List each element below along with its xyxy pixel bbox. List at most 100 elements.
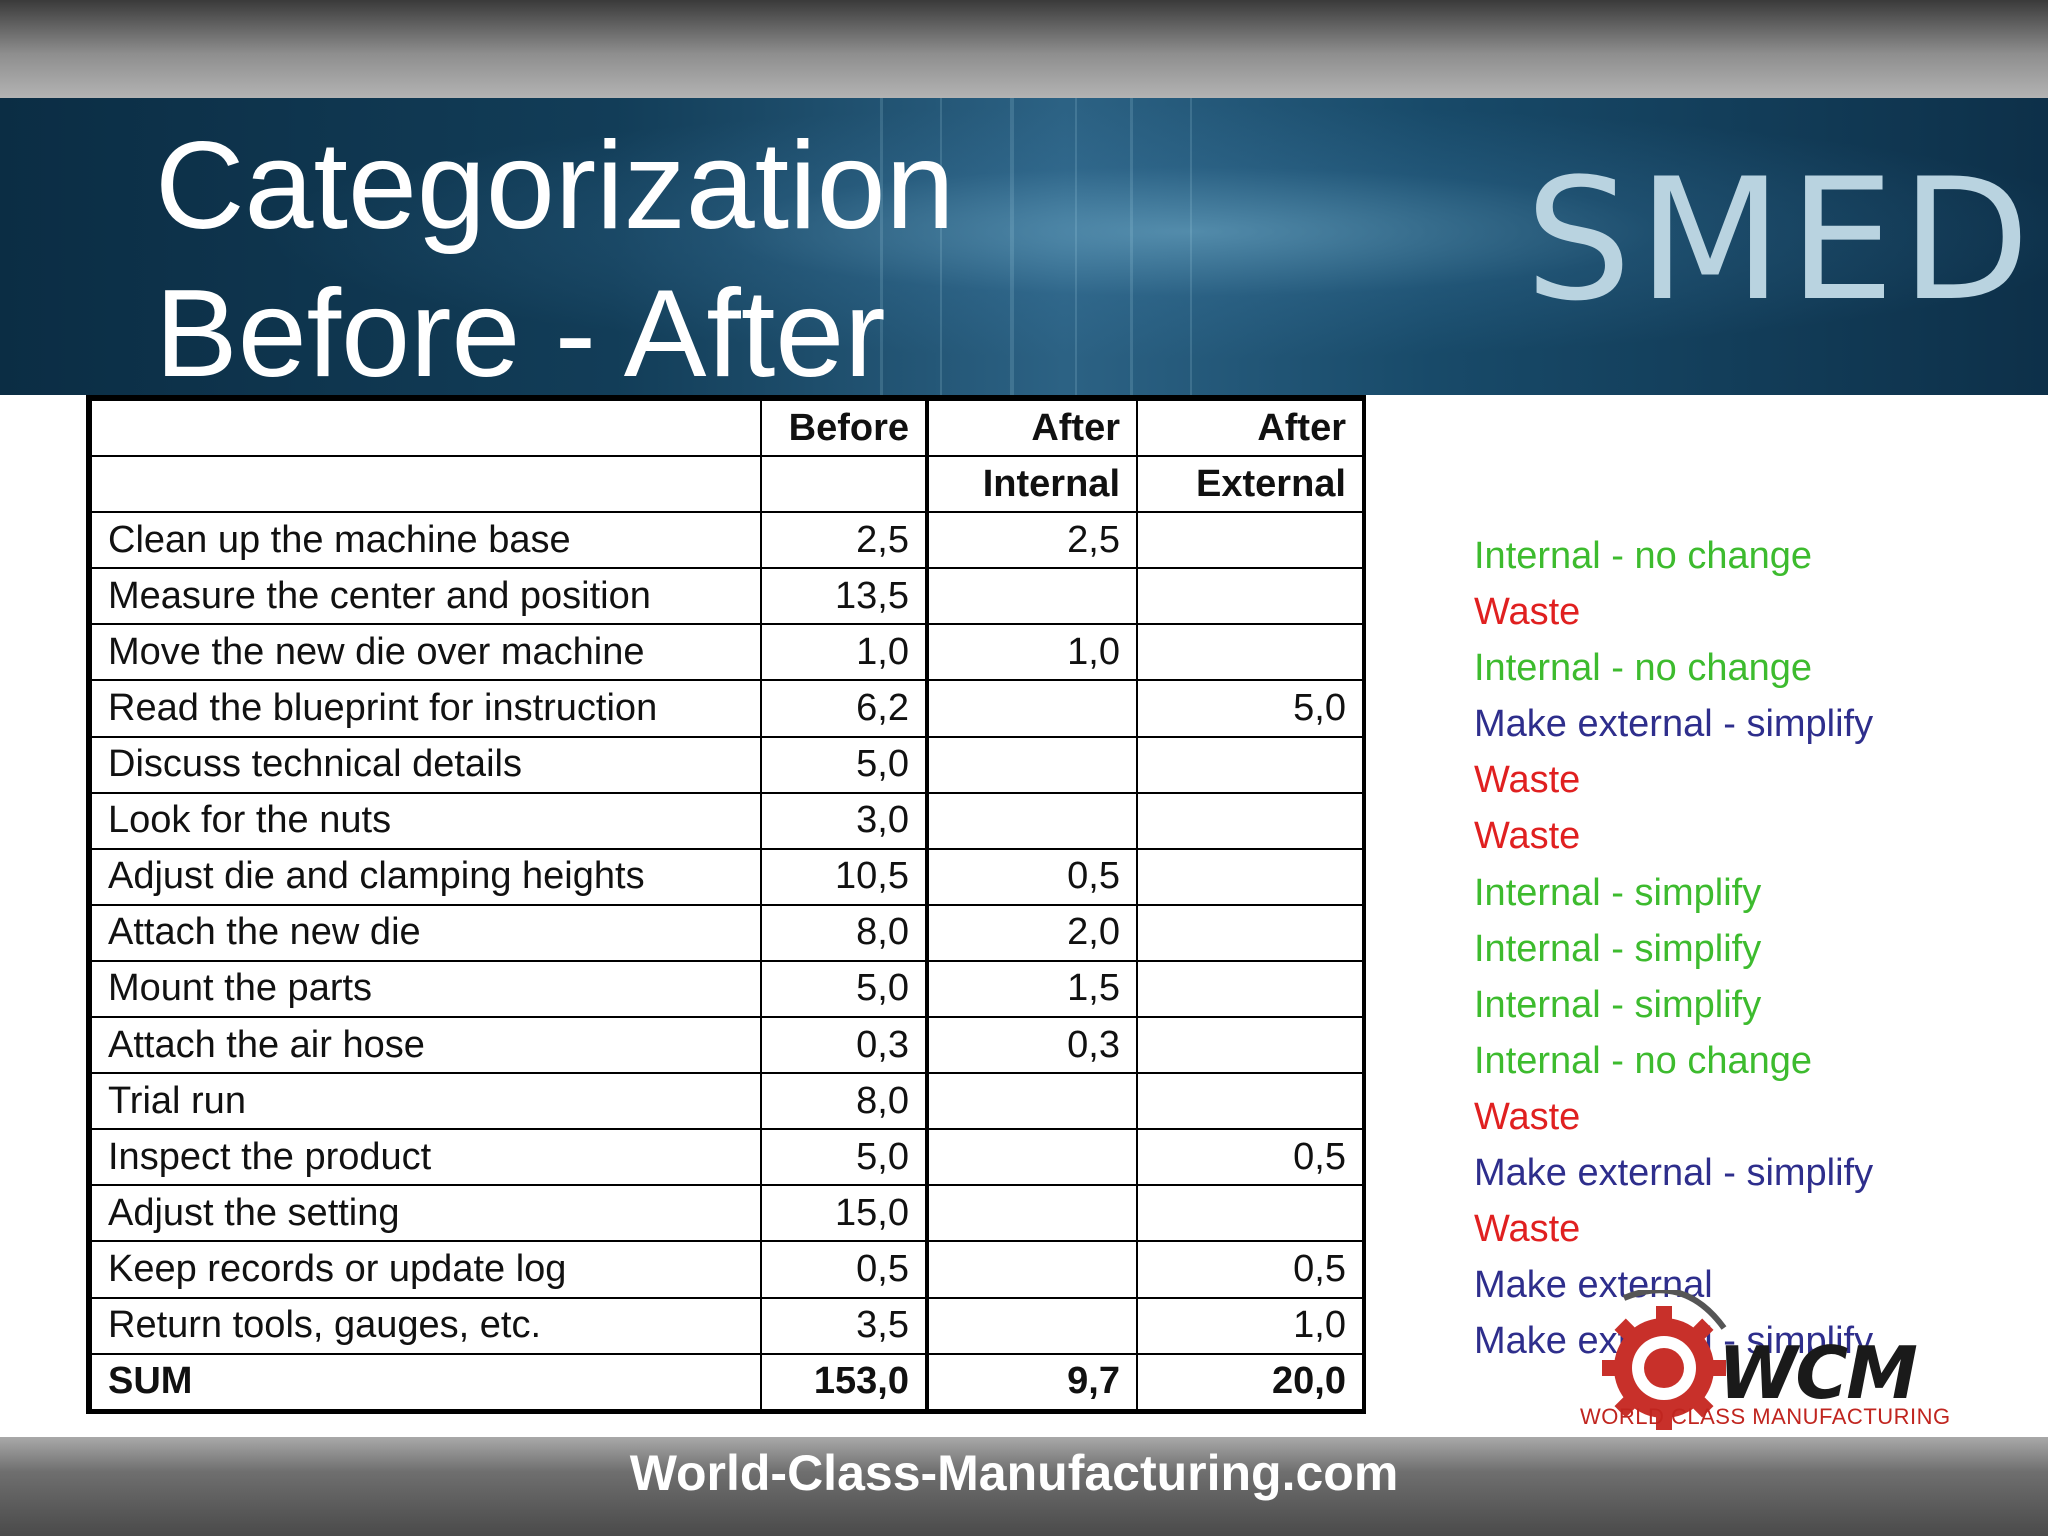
category-label: Waste xyxy=(1474,1208,1581,1251)
cell-task xyxy=(90,455,762,514)
cell-after-internal: 2,5 xyxy=(925,511,1138,570)
category-label: Waste xyxy=(1474,1095,1581,1138)
cell-before: 8,0 xyxy=(760,1072,928,1131)
footer-website: World-Class-Manufacturing.com xyxy=(629,1445,1399,1501)
cell-task: Move the new die over machine xyxy=(90,623,762,682)
cell-before: 0,5 xyxy=(760,1240,928,1299)
cell-task: Adjust the setting xyxy=(90,1184,762,1243)
table-row: Look for the nuts 3,0 xyxy=(90,791,1364,850)
category-label: Make external - simplify xyxy=(1474,1152,1874,1195)
cell-before: 13,5 xyxy=(760,567,928,626)
table-row: Attach the air hose 0,3 0,3 xyxy=(90,1016,1364,1075)
table-row: Move the new die over machine 1,0 1,0 xyxy=(90,623,1364,682)
title-line-1: Categorization xyxy=(155,117,955,255)
cell-after-external xyxy=(1136,1184,1364,1243)
cell-after-external xyxy=(1136,567,1364,626)
cell-after-internal: After xyxy=(925,398,1138,458)
table-header-row: Before After After xyxy=(90,398,1364,458)
table-row: Clean up the machine base 2,5 2,5 xyxy=(90,511,1364,570)
cell-before: 5,0 xyxy=(760,735,928,794)
cell-task: Mount the parts xyxy=(90,959,762,1019)
categorization-table: Before After After Internal External Clean up… xyxy=(86,395,1366,1414)
cell-after-internal: 1,5 xyxy=(925,959,1138,1019)
table-row: Mount the parts 5,0 1,5 xyxy=(90,959,1364,1019)
cell-task: Inspect the product xyxy=(90,1128,762,1187)
title-line-2: Before - After xyxy=(155,265,886,403)
cell-before: 3,5 xyxy=(760,1296,928,1355)
cell-after-external xyxy=(1136,847,1364,906)
cell-after-external: 1,0 xyxy=(1136,1296,1364,1355)
table-row: Return tools, gauges, etc. 3,5 1,0 xyxy=(90,1296,1364,1355)
cell-after-internal: 9,7 xyxy=(925,1352,1138,1411)
cell-task: Measure the center and position xyxy=(90,567,762,626)
smed-watermark: SMED xyxy=(1525,142,2037,338)
cell-task: Look for the nuts xyxy=(90,791,762,850)
table-row: Keep records or update log 0,5 0,5 xyxy=(90,1240,1364,1299)
table-row: Adjust the setting 15,0 xyxy=(90,1184,1364,1243)
cell-after-internal xyxy=(925,567,1138,626)
cell-after-external xyxy=(1136,623,1364,682)
table-row: Trial run 8,0 xyxy=(90,1072,1364,1131)
cell-before: 2,5 xyxy=(760,511,928,570)
category-label: Make external xyxy=(1474,1264,1713,1307)
cell-before: 1,0 xyxy=(760,623,928,682)
cell-after-external: 20,0 xyxy=(1136,1352,1364,1411)
category-label: Internal - no change xyxy=(1474,647,1813,690)
cell-after-internal: 2,0 xyxy=(925,903,1138,962)
cell-after-internal xyxy=(925,1296,1138,1355)
category-label: Waste xyxy=(1474,591,1581,634)
cell-after-external xyxy=(1136,1072,1364,1131)
cell-after-internal: 0,3 xyxy=(925,1016,1138,1075)
cell-after-external: 0,5 xyxy=(1136,1128,1364,1187)
cell-task: Return tools, gauges, etc. xyxy=(90,1296,762,1355)
table-row: Attach the new die 8,0 2,0 xyxy=(90,903,1364,962)
cell-after-internal xyxy=(925,1184,1138,1243)
cell-after-internal: 0,5 xyxy=(925,847,1138,906)
cell-task: Attach the air hose xyxy=(90,1016,762,1075)
table-header-row: Internal External xyxy=(90,455,1364,514)
cell-after-external xyxy=(1136,735,1364,794)
cell-task: Keep records or update log xyxy=(90,1240,762,1299)
footer-bar xyxy=(0,1437,2048,1536)
cell-after-internal xyxy=(925,1240,1138,1299)
cell-before: 5,0 xyxy=(760,1128,928,1187)
category-label: Waste xyxy=(1474,815,1581,858)
gear-logo-icon xyxy=(1602,1290,1727,1430)
cell-after-external: 5,0 xyxy=(1136,679,1364,738)
cell-after-internal xyxy=(925,791,1138,850)
cell-after-external: After xyxy=(1136,398,1364,458)
cell-task: Clean up the machine base xyxy=(90,511,762,570)
cell-after-internal xyxy=(925,1128,1138,1187)
wcm-logo-subtitle: WORLD CLASS MANUFACTURING xyxy=(1580,1404,1951,1429)
cell-before: Before xyxy=(760,398,928,458)
table-row: Measure the center and position 13,5 xyxy=(90,567,1364,626)
cell-before: 10,5 xyxy=(760,847,928,906)
wcm-logo-text: WCM xyxy=(1718,1331,1918,1415)
table-row: Adjust die and clamping heights 10,5 0,5 xyxy=(90,847,1364,906)
slide-title: Categorization Before - After xyxy=(155,112,1055,408)
cell-task: Attach the new die xyxy=(90,903,762,962)
top-gradient-bar xyxy=(0,0,2048,98)
cell-after-external xyxy=(1136,959,1364,1019)
category-label: Internal - simplify xyxy=(1474,871,1762,914)
cell-after-external xyxy=(1136,1016,1364,1075)
cell-before: 0,3 xyxy=(760,1016,928,1075)
cell-after-external xyxy=(1136,791,1364,850)
table-row: Discuss technical details 5,0 xyxy=(90,735,1364,794)
category-label: Make external - simplify xyxy=(1474,703,1874,746)
cell-before: 3,0 xyxy=(760,791,928,850)
table-sum-row: SUM 153,0 9,7 20,0 xyxy=(90,1352,1364,1411)
cell-after-external xyxy=(1136,903,1364,962)
cell-after-external: 0,5 xyxy=(1136,1240,1364,1299)
cell-before: 6,2 xyxy=(760,679,928,738)
cell-after-internal xyxy=(925,735,1138,794)
category-label: Internal - simplify xyxy=(1474,983,1762,1026)
cell-before: 8,0 xyxy=(760,903,928,962)
cell-before xyxy=(760,455,928,514)
table-row: Read the blueprint for instruction 6,2 5,0 xyxy=(90,679,1364,738)
category-label: Waste xyxy=(1474,759,1581,802)
cell-before: 5,0 xyxy=(760,959,928,1019)
cell-task: Adjust die and clamping heights xyxy=(90,847,762,906)
cell-task: Discuss technical details xyxy=(90,735,762,794)
table-row: Inspect the product 5,0 0,5 xyxy=(90,1128,1364,1187)
